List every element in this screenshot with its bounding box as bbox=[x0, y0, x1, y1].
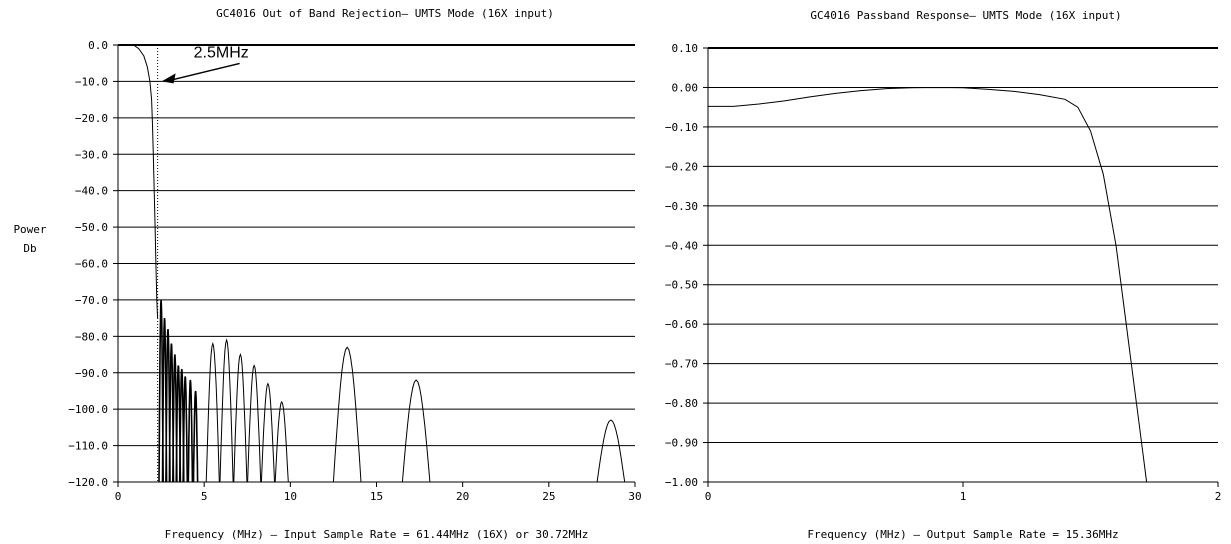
y-tick-label: −110.0 bbox=[68, 440, 108, 453]
y-tick-label: −1.00 bbox=[665, 476, 698, 489]
stopband-lobe bbox=[401, 379, 431, 483]
y-tick-label: −120.0 bbox=[68, 476, 108, 489]
x-axis-label: Frequency (MHz) – Input Sample Rate = 61… bbox=[165, 528, 589, 541]
series-line bbox=[118, 44, 159, 319]
y-tick-label: −40.0 bbox=[75, 185, 108, 198]
stopband-lobe bbox=[247, 364, 262, 483]
annotation-label: 2.5MHz bbox=[194, 44, 249, 61]
y-tick-label: −20.0 bbox=[75, 112, 108, 125]
y-tick-label: −100.0 bbox=[68, 403, 108, 416]
stopband-lobe bbox=[596, 419, 626, 483]
chart-title: GC4016 Out of Band Rejection– UMTS Mode … bbox=[216, 7, 554, 20]
stopband-lobe bbox=[332, 346, 362, 483]
x-tick-label: 10 bbox=[284, 490, 297, 503]
y-tick-label: −0.20 bbox=[665, 160, 698, 173]
x-tick-label: 5 bbox=[201, 490, 208, 503]
x-tick-label: 15 bbox=[370, 490, 383, 503]
chart-title: GC4016 Passband Response– UMTS Mode (16X… bbox=[810, 9, 1121, 22]
y-tick-label: −70.0 bbox=[75, 294, 108, 307]
x-tick-label: 25 bbox=[542, 490, 555, 503]
y-tick-label: −30.0 bbox=[75, 148, 108, 161]
x-tick-label: 1 bbox=[960, 490, 967, 503]
y-tick-label: −80.0 bbox=[75, 330, 108, 343]
stopband-lobe bbox=[233, 352, 248, 483]
stopband-lobe bbox=[192, 390, 199, 483]
stopband-lobe bbox=[260, 382, 275, 483]
stopband-lobe bbox=[219, 338, 234, 483]
y-tick-label: −0.60 bbox=[665, 318, 698, 331]
x-tick-label: 20 bbox=[456, 490, 469, 503]
y-axis-label: Power bbox=[13, 223, 46, 236]
y-axis-label: Db bbox=[23, 242, 36, 255]
annotation-arrow-line bbox=[169, 62, 240, 82]
annotation-arrowhead bbox=[161, 73, 176, 84]
stopband-lobe bbox=[187, 379, 194, 483]
y-tick-label: −0.10 bbox=[665, 121, 698, 134]
y-tick-label: 0.00 bbox=[672, 81, 699, 94]
y-tick-label: −0.70 bbox=[665, 358, 698, 371]
y-tick-label: −0.80 bbox=[665, 397, 698, 410]
y-tick-label: −0.90 bbox=[665, 437, 698, 450]
x-tick-label: 30 bbox=[628, 490, 641, 503]
y-tick-label: −10.0 bbox=[75, 75, 108, 88]
y-tick-label: −90.0 bbox=[75, 367, 108, 380]
y-tick-label: −0.50 bbox=[665, 279, 698, 292]
stopband-lobe bbox=[205, 341, 220, 483]
x-tick-label: 0 bbox=[705, 490, 712, 503]
series-line bbox=[708, 86, 1148, 483]
y-tick-label: −50.0 bbox=[75, 221, 108, 234]
y-tick-label: −0.30 bbox=[665, 200, 698, 213]
y-tick-label: 0.0 bbox=[88, 39, 108, 52]
y-tick-label: −0.40 bbox=[665, 239, 698, 252]
x-axis-label: Frequency (MHz) – Output Sample Rate = 1… bbox=[807, 528, 1118, 541]
x-tick-label: 0 bbox=[115, 490, 122, 503]
x-tick-label: 2 bbox=[1215, 490, 1222, 503]
y-tick-label: −60.0 bbox=[75, 258, 108, 271]
y-tick-label: 0.10 bbox=[672, 42, 699, 55]
stopband-lobe bbox=[274, 400, 289, 483]
stopband-lobe bbox=[182, 376, 189, 483]
